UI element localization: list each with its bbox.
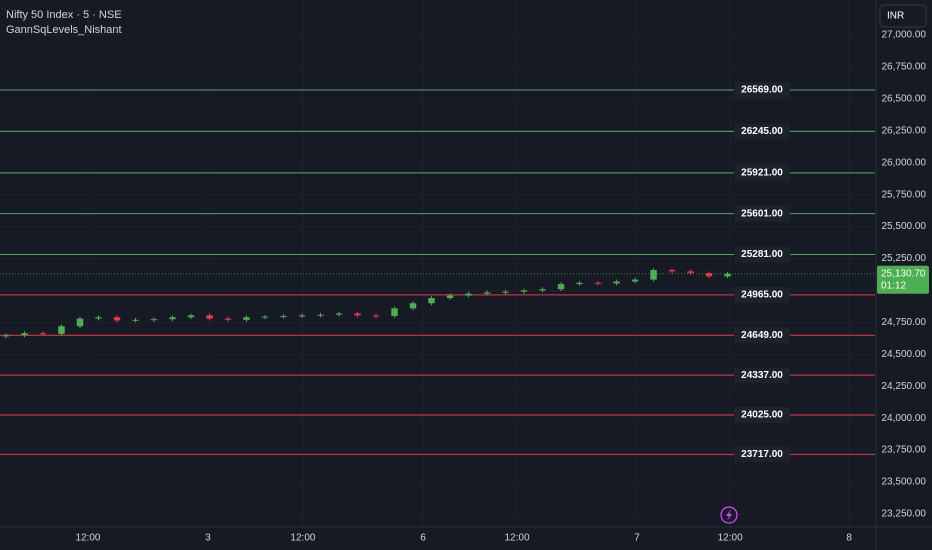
candle-body xyxy=(428,298,435,304)
level-label: 25921.00 xyxy=(741,167,783,178)
candle-body xyxy=(539,289,546,291)
level-label: 25281.00 xyxy=(741,249,783,260)
last-price-label: 25,130.70 xyxy=(881,268,926,279)
level-label-box xyxy=(734,246,790,263)
level-label-box xyxy=(734,367,790,384)
y-tick-label: 25,250.00 xyxy=(882,253,927,264)
y-tick-label: 24,250.00 xyxy=(882,381,927,392)
candle-body xyxy=(132,319,139,321)
countdown-label: 01:12 xyxy=(881,280,906,291)
candle-body xyxy=(557,284,565,290)
candle-body xyxy=(169,317,176,320)
x-tick-label: 12:00 xyxy=(718,533,743,544)
y-tick-label: 24,500.00 xyxy=(882,349,927,360)
candle-body xyxy=(409,303,417,309)
candle-body xyxy=(335,313,343,315)
candle-body xyxy=(187,315,195,318)
y-tick-label: 23,500.00 xyxy=(882,477,927,488)
x-tick-label: 12:00 xyxy=(504,533,529,544)
y-tick-label: 24,750.00 xyxy=(882,317,927,328)
candle-body xyxy=(724,273,731,277)
candle-body xyxy=(594,282,602,284)
y-tick-label: 24,000.00 xyxy=(882,413,927,424)
candle-body xyxy=(502,291,509,293)
level-label-box xyxy=(734,205,790,222)
y-tick-label: 26,250.00 xyxy=(882,125,927,136)
y-tick-label: 27,000.00 xyxy=(882,30,927,41)
level-label: 25601.00 xyxy=(741,208,783,219)
level-label-box xyxy=(734,164,790,181)
replay-icon[interactable] xyxy=(720,506,738,524)
candle-body xyxy=(243,317,250,320)
candle-body xyxy=(372,315,380,317)
level-label-box xyxy=(734,446,790,463)
level-label: 24025.00 xyxy=(741,410,783,421)
last-price-box xyxy=(877,265,929,294)
candle-body xyxy=(650,270,657,280)
candle-body xyxy=(705,273,713,277)
level-label-box xyxy=(734,327,790,344)
plot: 26569.00 26245.00 25921.00 25601.00 25281.00… xyxy=(0,82,875,463)
candle-body xyxy=(687,271,694,274)
y-tick-label: 23,750.00 xyxy=(882,445,927,456)
level-label-box xyxy=(734,406,790,423)
candle-body xyxy=(39,333,47,335)
level-label: 23717.00 xyxy=(741,449,783,460)
x-tick-label: 7 xyxy=(634,533,640,544)
candle-body xyxy=(354,313,361,316)
candle-body xyxy=(58,326,65,334)
candle-body xyxy=(317,314,324,316)
candle-body xyxy=(668,270,676,272)
candle-body xyxy=(224,318,232,320)
x-tick-label: 8 xyxy=(846,533,852,544)
level-label: 24965.00 xyxy=(741,290,783,301)
grid xyxy=(0,0,875,527)
candle-body xyxy=(280,315,287,317)
level-label: 26245.00 xyxy=(741,126,783,137)
candle-body xyxy=(21,333,28,336)
candle-body xyxy=(631,279,639,282)
candle-body xyxy=(520,290,528,292)
x-tick-label: 12:00 xyxy=(290,533,315,544)
candle-body xyxy=(465,293,472,296)
x-tick-label: 6 xyxy=(420,533,426,544)
indicator-name: GannSqLevels_Nishant xyxy=(6,24,122,36)
level-label: 24649.00 xyxy=(741,330,783,341)
level-label-box xyxy=(734,82,790,99)
y-tick-label: 25,500.00 xyxy=(882,221,927,232)
candle-body xyxy=(613,281,620,284)
level-label-box xyxy=(734,123,790,140)
y-tick-label: 25,750.00 xyxy=(882,189,927,200)
currency-button[interactable] xyxy=(879,4,927,28)
candle-body xyxy=(576,282,583,285)
level-label-box xyxy=(734,286,790,303)
chart-title: Nifty 50 Index · 5 · NSE xyxy=(6,9,122,21)
y-tick-label: 26,000.00 xyxy=(882,157,927,168)
candle-body xyxy=(261,316,269,318)
candle-body xyxy=(391,308,398,316)
x-tick-label: 12:00 xyxy=(75,533,100,544)
candle-body xyxy=(446,295,454,299)
x-tick-label: 3 xyxy=(205,533,211,544)
candle-body xyxy=(298,315,306,317)
candle-body xyxy=(95,317,102,319)
candle-body xyxy=(150,319,158,321)
currency-label: INR xyxy=(887,11,904,22)
y-tick-label: 23,250.00 xyxy=(882,509,927,520)
level-label: 26569.00 xyxy=(741,85,783,96)
level-label: 24337.00 xyxy=(741,370,783,381)
candle-body xyxy=(76,318,84,327)
candle-body xyxy=(113,317,121,321)
candle-body xyxy=(206,315,213,319)
y-tick-label: 26,500.00 xyxy=(882,94,927,105)
y-tick-label: 26,750.00 xyxy=(882,62,927,73)
candle-body xyxy=(2,335,10,337)
candle-body xyxy=(483,292,491,294)
